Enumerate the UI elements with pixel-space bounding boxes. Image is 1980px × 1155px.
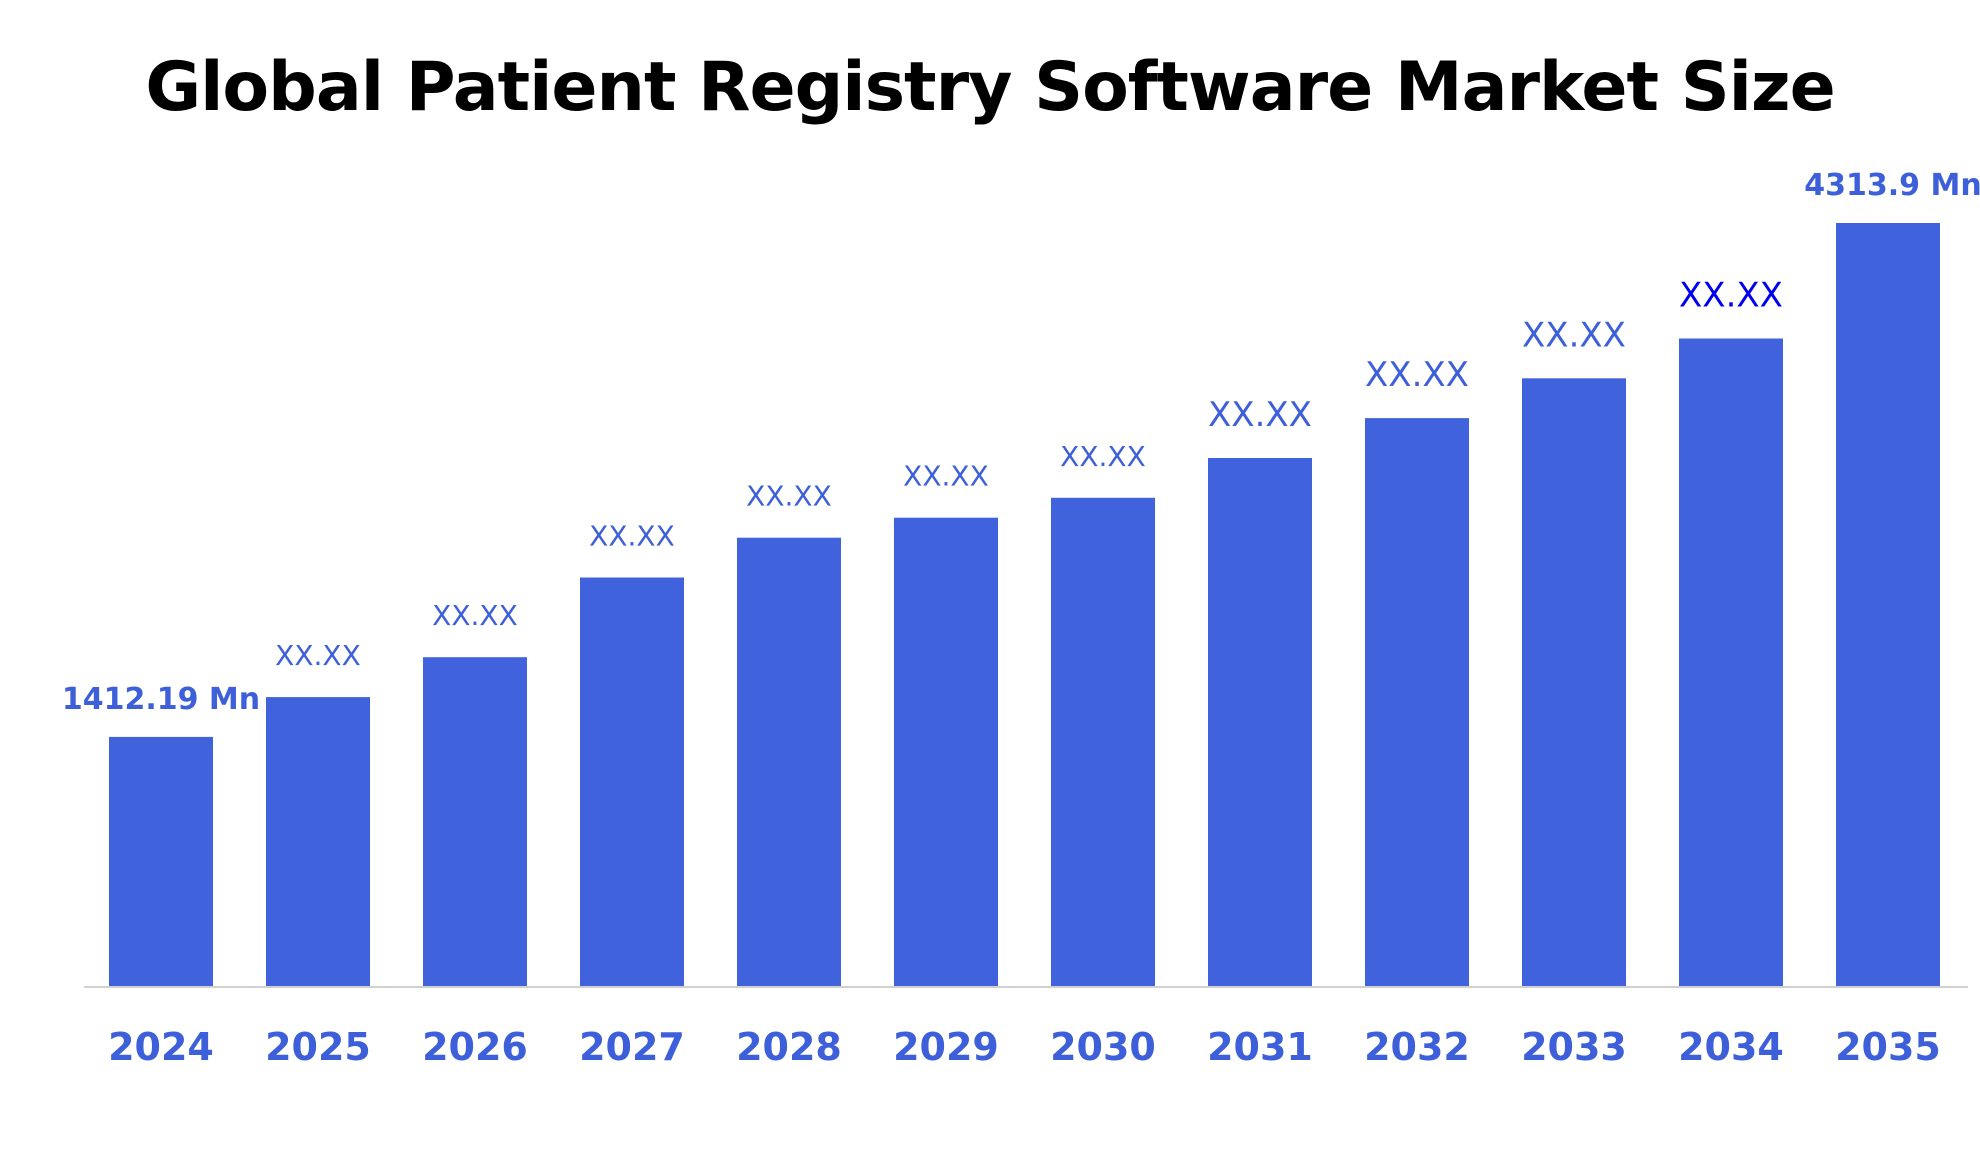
x-tick-2025: 2025 — [265, 1025, 371, 1069]
x-tick-2032: 2032 — [1364, 1025, 1470, 1069]
data-label-2026: XX.XX — [432, 599, 518, 632]
x-tick-2027: 2027 — [579, 1025, 685, 1069]
x-tick-2031: 2031 — [1207, 1025, 1313, 1069]
bar-2028 — [737, 537, 841, 987]
data-label-2024: 1412.19 Mn — [62, 682, 260, 717]
bar-2033 — [1522, 378, 1626, 987]
data-label-2025: XX.XX — [275, 639, 361, 672]
data-label-2034: XX.XX — [1679, 276, 1783, 316]
bar-2029 — [894, 517, 998, 987]
data-labels-group: 1412.19 Mn XX.XX XX.XX XX.XX XX.XX XX.XX XX.XX… — [62, 168, 1980, 717]
x-tick-labels-group: 2024 2025 2026 2027 2028 2029 2030 2031 2032 2033… — [108, 1025, 1941, 1069]
bar-2031 — [1208, 458, 1312, 987]
x-tick-2026: 2026 — [422, 1025, 528, 1069]
bar-2027 — [580, 577, 684, 987]
x-tick-2029: 2029 — [893, 1025, 999, 1069]
x-tick-2030: 2030 — [1050, 1025, 1156, 1069]
bar-2030 — [1051, 497, 1155, 987]
bar-2024 — [109, 736, 213, 987]
data-label-2028: XX.XX — [746, 480, 832, 513]
data-label-2035: 4313.9 Mn — [1804, 168, 1980, 203]
bar-2026 — [423, 657, 527, 987]
data-label-2030: XX.XX — [1060, 440, 1146, 473]
data-label-2032: XX.XX — [1365, 355, 1469, 395]
bars-group — [109, 223, 1940, 988]
x-tick-2033: 2033 — [1521, 1025, 1627, 1069]
data-label-2027: XX.XX — [589, 520, 675, 553]
chart-title: Global Patient Registry Software Market … — [145, 48, 1835, 127]
bar-2034 — [1679, 338, 1783, 987]
data-label-2031: XX.XX — [1208, 395, 1312, 435]
bar-2035 — [1836, 223, 1940, 987]
x-tick-2024: 2024 — [108, 1025, 214, 1069]
x-tick-2028: 2028 — [736, 1025, 842, 1069]
bar-2032 — [1365, 418, 1469, 988]
data-label-2033: XX.XX — [1522, 315, 1626, 355]
x-tick-2035: 2035 — [1835, 1025, 1941, 1069]
x-tick-2034: 2034 — [1678, 1025, 1784, 1069]
data-label-2029: XX.XX — [903, 460, 989, 493]
bar-2025 — [266, 697, 370, 987]
